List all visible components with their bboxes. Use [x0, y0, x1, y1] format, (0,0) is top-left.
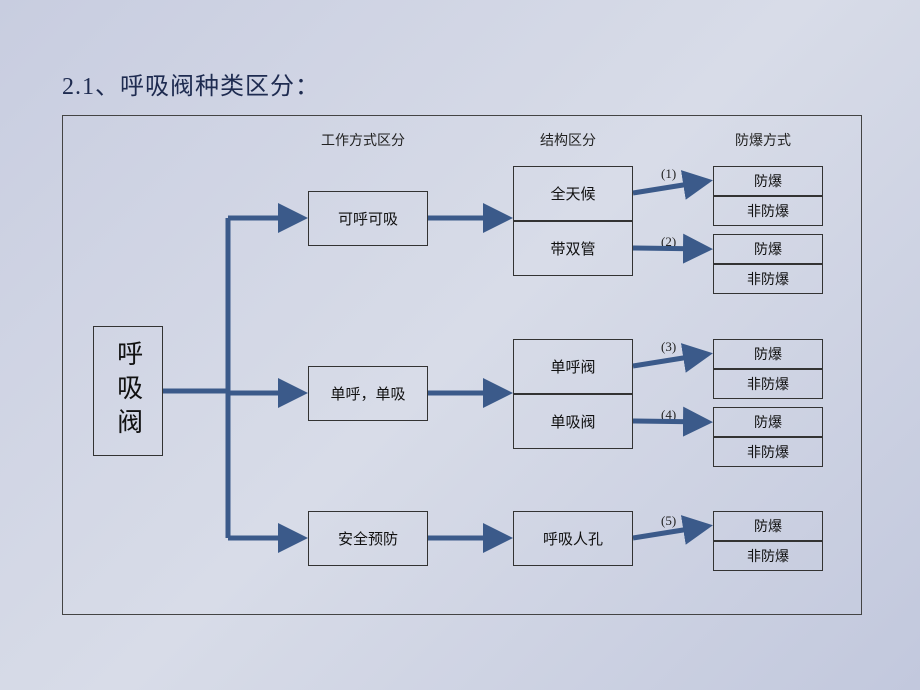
l3-c1: 呼吸人孔 — [513, 511, 633, 566]
slide-title: 2.1、呼吸阀种类区分： — [62, 66, 320, 101]
col-head-struct: 结构区分 — [528, 130, 608, 150]
col-head-work: 工作方式区分 — [308, 130, 418, 150]
num-4: (4) — [661, 407, 676, 423]
num-3: (3) — [661, 339, 676, 355]
l2-b: 单呼，单吸 — [308, 366, 428, 421]
num-1: (1) — [661, 166, 676, 182]
leaf-c1-nfb: 非防爆 — [713, 541, 823, 571]
l3-b2: 单吸阀 — [513, 394, 633, 449]
l3-a2: 带双管 — [513, 221, 633, 276]
leaf-b1-fb: 防爆 — [713, 339, 823, 369]
l2-a: 可呼可吸 — [308, 191, 428, 246]
root-node: 呼吸阀 — [93, 326, 163, 456]
leaf-b2-fb: 防爆 — [713, 407, 823, 437]
leaf-a1-fb: 防爆 — [713, 166, 823, 196]
leaf-b2-nfb: 非防爆 — [713, 437, 823, 467]
diagram-frame: 工作方式区分 结构区分 防爆方式 呼吸阀 可呼可吸 单呼，单吸 安全预防 全天候… — [62, 115, 862, 615]
l2-c: 安全预防 — [308, 511, 428, 566]
slide: 2.1、呼吸阀种类区分： 工作方式区分 结构区分 防爆方式 呼吸阀 可呼可吸 单… — [0, 0, 920, 690]
num-5: (5) — [661, 513, 676, 529]
leaf-a2-fb: 防爆 — [713, 234, 823, 264]
leaf-a1-nfb: 非防爆 — [713, 196, 823, 226]
leaf-c1-fb: 防爆 — [713, 511, 823, 541]
leaf-b1-nfb: 非防爆 — [713, 369, 823, 399]
col-head-exproof: 防爆方式 — [723, 130, 803, 150]
leaf-a2-nfb: 非防爆 — [713, 264, 823, 294]
l3-b1: 单呼阀 — [513, 339, 633, 394]
l3-a1: 全天候 — [513, 166, 633, 221]
num-2: (2) — [661, 234, 676, 250]
